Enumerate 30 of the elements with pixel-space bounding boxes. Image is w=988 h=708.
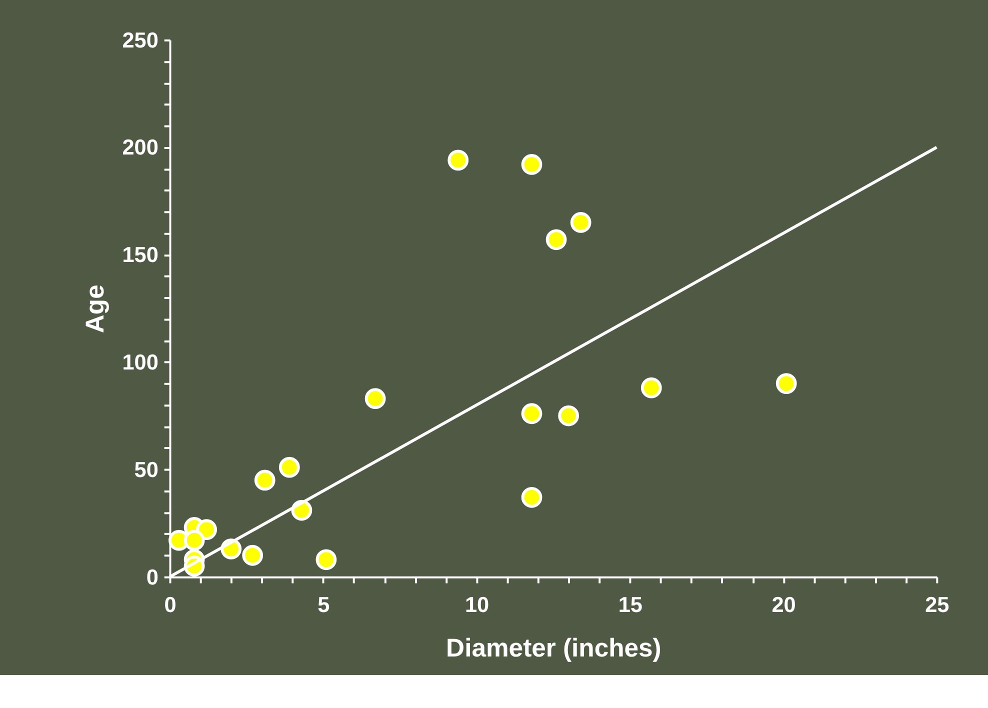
point <box>640 377 662 398</box>
point <box>278 456 300 478</box>
x-tick-label: 5 <box>318 592 330 617</box>
x-tick-label: 20 <box>772 592 796 617</box>
y-tick-label: 250 <box>122 27 158 52</box>
point <box>521 154 542 175</box>
y-axis-title: Age <box>81 284 110 334</box>
point <box>196 519 218 540</box>
point <box>184 530 205 551</box>
x-tick-label: 25 <box>925 592 950 617</box>
point <box>254 470 276 491</box>
x-axis-title: Diameter (inches) <box>446 634 662 662</box>
point <box>364 388 386 410</box>
x-tick-label: 0 <box>164 592 176 617</box>
point <box>521 486 542 508</box>
point <box>448 150 469 171</box>
point <box>521 403 542 424</box>
point <box>558 405 580 426</box>
x-tick-label: 15 <box>618 592 642 617</box>
y-tick-label: 50 <box>134 456 158 482</box>
point <box>570 212 592 233</box>
y-tick-label: 100 <box>122 349 158 374</box>
y-tick-label: 150 <box>122 242 158 268</box>
point <box>776 373 797 394</box>
point <box>242 544 264 566</box>
y-tick-label: 200 <box>122 134 158 160</box>
y-tick-label: 0 <box>146 564 158 590</box>
point <box>546 229 567 250</box>
point <box>316 549 337 570</box>
x-tick-label: 10 <box>464 592 490 617</box>
